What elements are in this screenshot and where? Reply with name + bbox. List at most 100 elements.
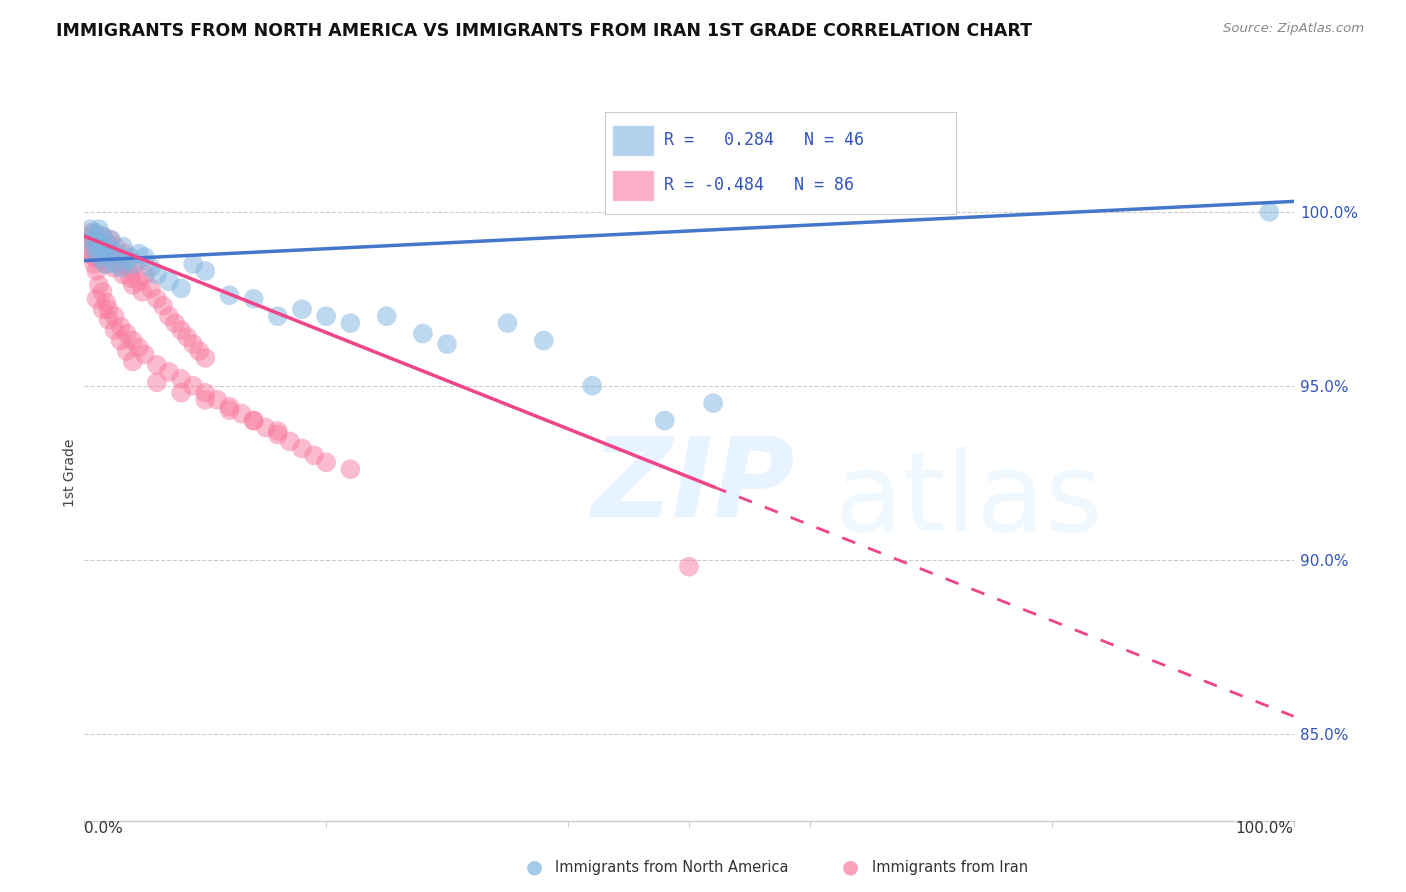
Point	[110, 319, 132, 334]
Point	[170, 281, 193, 295]
Point	[84, 229, 107, 244]
Text: ZIP: ZIP	[592, 434, 796, 541]
Text: R = -0.484   N = 86: R = -0.484 N = 86	[665, 177, 855, 194]
Point	[1258, 204, 1281, 219]
Point	[146, 376, 169, 390]
Point	[90, 253, 112, 268]
Point	[104, 309, 127, 323]
Point	[678, 559, 700, 574]
Point	[115, 253, 138, 268]
Point	[115, 343, 138, 358]
Point	[181, 257, 204, 271]
Point	[120, 271, 142, 285]
Point	[170, 372, 193, 386]
Point	[139, 281, 162, 295]
Point	[188, 343, 211, 358]
Point	[117, 260, 139, 275]
Point	[533, 334, 555, 348]
Point	[581, 378, 603, 392]
Point	[110, 334, 132, 348]
Point	[97, 250, 120, 264]
Y-axis label: 1st Grade: 1st Grade	[63, 439, 77, 507]
Point	[242, 292, 264, 306]
Point	[170, 385, 193, 400]
Point	[94, 257, 117, 271]
Point	[82, 233, 104, 247]
Point	[105, 246, 128, 260]
Point	[339, 316, 361, 330]
Point	[654, 414, 676, 428]
Point	[89, 243, 111, 257]
Point	[86, 246, 108, 260]
Text: Immigrants from Iran: Immigrants from Iran	[872, 860, 1028, 874]
Point	[302, 448, 325, 462]
Point	[115, 326, 138, 341]
Point	[176, 330, 198, 344]
Point	[83, 250, 105, 264]
Point	[84, 226, 107, 240]
Point	[112, 239, 135, 253]
Point	[157, 309, 180, 323]
Point	[87, 233, 110, 247]
Point	[146, 292, 169, 306]
Point	[194, 392, 217, 407]
Point	[128, 274, 150, 288]
Point	[104, 239, 127, 253]
Point	[242, 414, 264, 428]
Point	[267, 427, 290, 442]
Point	[291, 442, 314, 456]
Point	[194, 264, 217, 278]
Text: ●: ●	[526, 857, 543, 877]
Point	[315, 309, 337, 323]
Point	[134, 250, 156, 264]
Point	[82, 236, 104, 251]
Point	[80, 226, 103, 240]
Point	[77, 229, 100, 244]
Point	[77, 239, 100, 253]
Point	[231, 407, 253, 421]
Point	[103, 260, 125, 275]
Point	[112, 268, 135, 282]
Point	[86, 246, 108, 260]
Point	[97, 302, 120, 317]
Point	[91, 229, 114, 244]
Point	[436, 337, 458, 351]
Point	[315, 455, 337, 469]
Point	[375, 309, 398, 323]
Point	[100, 250, 122, 264]
Text: 100.0%: 100.0%	[1236, 821, 1294, 836]
Point	[97, 243, 120, 257]
Point	[165, 316, 187, 330]
Point	[146, 268, 169, 282]
Point	[157, 365, 180, 379]
Point	[278, 434, 301, 449]
Point	[146, 358, 169, 372]
Point	[124, 257, 146, 271]
Point	[87, 277, 110, 292]
Point	[94, 236, 117, 251]
Point	[97, 312, 120, 326]
Point	[218, 288, 240, 302]
Point	[254, 420, 277, 434]
Point	[120, 250, 142, 264]
Point	[96, 236, 118, 251]
Bar	[612, 170, 654, 201]
Point	[218, 403, 240, 417]
Text: Immigrants from North America: Immigrants from North America	[555, 860, 789, 874]
Point	[94, 257, 117, 271]
Text: R =   0.284   N = 46: R = 0.284 N = 46	[665, 131, 865, 149]
Point	[194, 385, 217, 400]
Point	[207, 392, 229, 407]
Point	[267, 424, 290, 438]
Point	[100, 233, 122, 247]
Point	[114, 246, 136, 260]
Point	[94, 250, 117, 264]
Point	[83, 239, 105, 253]
Point	[267, 309, 290, 323]
Text: Source: ZipAtlas.com: Source: ZipAtlas.com	[1223, 22, 1364, 36]
Point	[86, 264, 108, 278]
Point	[91, 229, 114, 244]
Point	[128, 246, 150, 260]
Point	[121, 334, 143, 348]
Point	[110, 260, 132, 275]
